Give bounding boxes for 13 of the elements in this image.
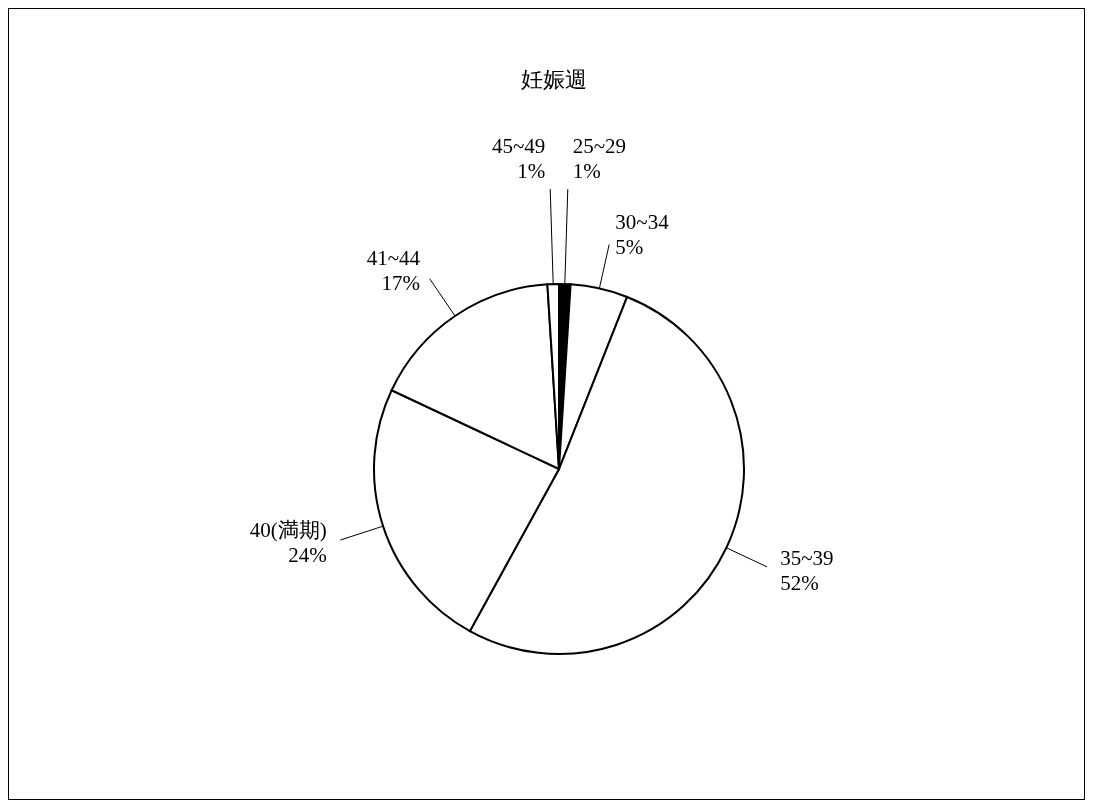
data-label: 1% <box>517 159 546 184</box>
chart-title: 妊娠週 <box>521 67 587 92</box>
data-label: 5% <box>615 234 644 259</box>
data-label: 17% <box>381 270 421 295</box>
slice-label: 45~49 <box>491 134 546 159</box>
slice-label: 25~29 <box>572 134 627 159</box>
slice-label: 41~44 <box>366 245 421 270</box>
data-label: 52% <box>780 571 819 596</box>
data-label: 24% <box>288 543 327 568</box>
slice-label: 40(満期) <box>249 518 327 543</box>
slice-label: 35~39 <box>780 546 834 571</box>
data-label: 1% <box>572 159 601 184</box>
slice-label: 30~34 <box>615 209 670 234</box>
